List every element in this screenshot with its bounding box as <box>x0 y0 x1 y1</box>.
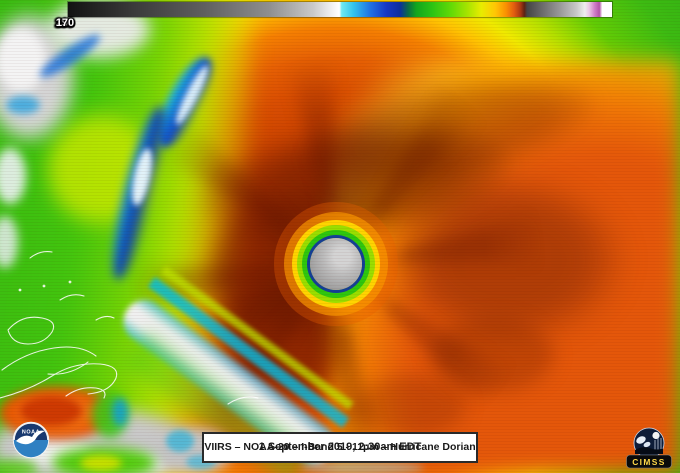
green-cell-core-bottomleft <box>80 455 122 471</box>
noaa-logo: NOAA <box>12 421 50 459</box>
cimss-logo: CIMSS <box>626 427 672 469</box>
white-cloud-left-edge <box>0 148 26 204</box>
colorbar-tick-row: 330 310 290 270 250 230 210 190 170 <box>48 16 632 30</box>
colorbar-tick: 270 <box>55 17 75 29</box>
colorbar-tick: 330 <box>55 17 75 29</box>
green-cell-corner <box>0 460 38 473</box>
satellite-dish-icon-small <box>643 441 651 448</box>
caption-line-2: 1 September 2019, 2:30am EDT <box>258 441 422 453</box>
outer-rainband-cell-core <box>20 396 82 426</box>
hurricane-eye-assembly <box>296 224 376 304</box>
outer-rainband-cell-cyan <box>112 398 128 426</box>
colorbar-tick: 190 <box>55 17 75 29</box>
colorbar-tick: 250 <box>55 17 75 29</box>
colorbar-tick: 230 <box>55 17 75 29</box>
cold-overcast-dark-blob-east <box>392 178 624 342</box>
noaa-logo-text: NOAA <box>22 430 40 436</box>
dark-patch-south-2 <box>356 376 466 436</box>
caption-box: VIIRS – NOAA-20 – I-Band 5 - 11μm – Hurr… <box>202 432 478 463</box>
colorbar-tick: 170 <box>55 17 75 29</box>
cimss-logo-text: CIMSS <box>632 457 666 467</box>
cold-cloud-dot <box>6 96 40 114</box>
hurricane-eye <box>310 238 362 290</box>
colorbar-tick: 310 <box>55 17 75 29</box>
cimss-moon-icon <box>652 431 660 440</box>
white-cloud-patch-topleft <box>0 28 46 92</box>
gray-patch-bottom-center <box>300 461 424 473</box>
colorbar-tick: 210 <box>55 17 75 29</box>
caption-line-1: VIIRS – NOAA-20 – I-Band 5 - 11μm – Hurr… <box>204 441 476 453</box>
ir-temperature-colorbar <box>67 1 613 18</box>
colorbar-tick: 290 <box>55 17 75 29</box>
cyan-patch-left-of-caption <box>166 430 194 452</box>
white-cloud-left-edge-2 <box>0 216 18 268</box>
dark-patch-south-1 <box>430 318 554 392</box>
satellite-dish-icon <box>636 436 646 444</box>
